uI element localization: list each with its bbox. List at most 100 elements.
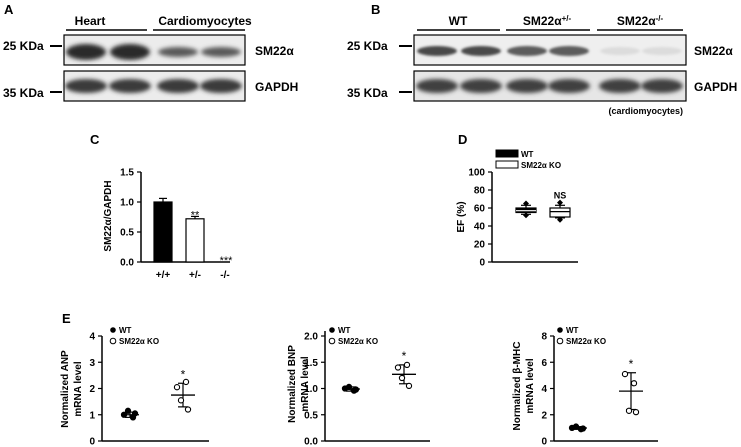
c-bar [185,218,205,263]
mhc-data-point [579,425,587,432]
panel-a-band [66,44,106,60]
mhc-y-tick-label: 4 [541,384,547,395]
d-y-tick-label: 0 [479,258,485,269]
bnp-significance: * [402,349,407,363]
bnp-data-point [398,374,406,382]
d-y-tick-label: 20 [474,240,486,251]
c-bar [153,201,173,263]
d-outlier [523,200,529,207]
panel-d-legend-ko: SM22α KO [521,161,561,170]
panel-a-group-heart: Heart [75,14,106,28]
anp-legend-wt-marker [110,327,116,333]
panel-b-band-label-sm22: SM22α [694,44,733,58]
d-outlier [523,212,529,219]
panel-b-band [507,46,547,56]
panel-c-letter: C [90,132,100,147]
c-x-tick-label: +/- [189,270,201,281]
bnp-y-tick-label: 1.5 [304,358,318,369]
c-significance: ** [191,209,200,221]
panel-b-band [416,79,458,93]
panel-b-band [460,79,502,93]
panel-b: B WT SM22α+/- SM22α-/- 25 KDa SM22α 35 K… [347,2,737,116]
anp-data-point [182,378,190,386]
d-outlier [557,199,563,206]
panel-b-marker-35: 35 KDa [347,86,388,100]
panel-e: E Normalized ANP mRNA level WT SM22α KO … [60,311,658,447]
d-significance: NS [554,190,567,200]
panel-a-band [157,79,199,93]
anp-data-point [184,406,192,413]
bnp-data-point [352,386,360,393]
mhc-data-point [630,380,638,387]
anp-data-point [120,411,128,418]
mhc-significance: * [629,357,634,371]
mhc-data-point [632,408,640,416]
mhc-data-point [625,407,633,414]
d-outlier [557,216,563,223]
anp-ylabel-line2: mRNA level [73,361,84,416]
panel-a-group-cardiomyocytes: Cardiomyocytes [158,14,252,28]
anp-significance: * [181,367,186,381]
panel-a-band-label-gapdh: GAPDH [255,80,298,94]
panel-d-legend-swatch-ko [495,160,519,169]
panel-d-ylabel: EF (%) [456,201,467,232]
c-y-tick-label: 0.0 [120,258,134,269]
bnp-y-tick-label: 2.0 [304,332,318,343]
panel-b-band [600,47,640,55]
anp-data-point [131,410,139,417]
anp-data-point [173,384,181,391]
anp-y-tick-label: 1 [89,410,95,421]
c-y-tick-label: 1.5 [120,168,134,179]
chart-anp: Normalized ANP mRNA level WT SM22α KO 0 1… [60,326,209,447]
bnp-data-point [405,382,413,390]
panel-a-band [110,44,150,60]
panel-c: C SM22α/GAPDH 0.0 0.5 1.0 1.5 +/+ +/- ** -/- **… [90,132,233,281]
d-y-tick-label: 80 [474,186,486,197]
bnp-ylabel-line2: mRNA level [300,356,311,411]
anp-y-tick-label: 0 [89,437,95,447]
panel-c-ylabel: SM22α/GAPDH [103,180,114,251]
bnp-data-point [345,383,353,391]
anp-legend-wt: WT [119,326,132,335]
panel-a: A Heart Cardiomyocytes 25 KDa SM22α 35 K… [3,2,298,102]
panel-b-group-wt: WT [449,14,468,28]
mhc-legend-wt: WT [566,326,579,335]
c-x-tick-label: -/- [220,270,229,281]
panel-a-band [201,47,241,57]
bnp-legend-wt: WT [338,326,351,335]
c-x-tick-label: +/+ [156,270,171,281]
panel-d-legend-swatch-wt [495,149,519,158]
mhc-data-point [621,370,629,378]
mhc-ylabel-line2: mRNA level [525,358,536,413]
panel-b-letter: B [371,2,380,17]
panel-b-band [641,79,683,93]
anp-legend-ko-marker [109,337,117,345]
anp-data-point [124,407,132,414]
panel-b-band [549,46,589,56]
bnp-y-tick-label: 0.5 [304,410,318,421]
panel-a-band [158,47,198,57]
c-significance: *** [220,255,234,267]
mhc-legend-ko: SM22α KO [566,337,606,346]
mhc-legend-wt-marker [557,327,563,333]
d-y-tick-label: 60 [474,204,486,215]
panel-a-letter: A [4,2,14,17]
panel-d-legend-wt: WT [521,150,534,159]
chart-mhc: Normalized β-MHC mRNA level WT SM22α KO … [512,326,658,447]
panel-a-band [200,79,242,93]
anp-ylabel-line1: Normalized ANP [60,350,71,428]
panel-b-group-het: SM22α+/- [523,14,572,29]
mhc-data-point [572,423,580,430]
panel-b-band [506,79,548,93]
panel-e-letter: E [62,311,71,326]
panel-a-marker-25: 25 KDa [3,39,44,53]
mhc-y-tick-label: 6 [541,358,547,369]
mhc-y-tick-label: 0 [541,437,547,447]
panel-b-band [461,46,501,56]
panel-b-group-ko: SM22α-/- [617,14,664,29]
c-y-tick-label: 1.0 [120,198,134,209]
panel-a-band-label-sm22: SM22α [255,44,294,58]
mhc-ylabel-line1: Normalized β-MHC [512,342,523,431]
c-y-tick-label: 0.5 [120,228,134,239]
panel-a-band [65,79,107,93]
